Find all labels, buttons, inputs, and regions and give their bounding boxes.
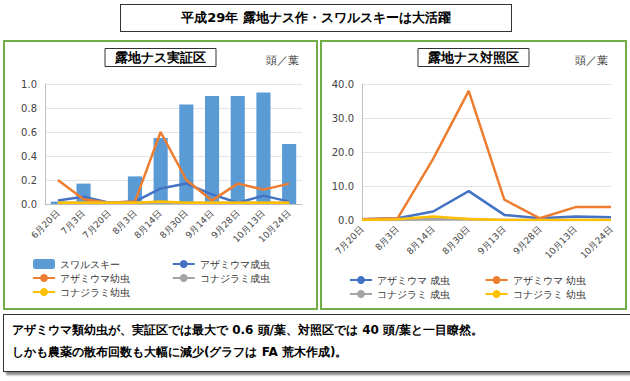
svg-text:露地ナス対照区: 露地ナス対照区 — [427, 50, 519, 65]
svg-text:20.0: 20.0 — [332, 147, 354, 158]
svg-text:7月20日: 7月20日 — [81, 208, 113, 240]
svg-text:0.4: 0.4 — [21, 151, 37, 162]
svg-text:8月30日: 8月30日 — [158, 208, 190, 241]
svg-text:8月30日: 8月30日 — [440, 224, 472, 256]
html-text:平成29年 露地ナス作・スワルスキーは大活躍: 平成29年 露地ナス作・スワルスキーは大活躍 — [181, 10, 451, 25]
svg-text:アザミウマ 成虫: アザミウマ 成虫 — [377, 275, 450, 286]
svg-text:0.2: 0.2 — [21, 175, 37, 186]
svg-text:頭／葉: 頭／葉 — [575, 54, 608, 67]
svg-text:0.6: 0.6 — [21, 127, 37, 138]
svg-text:1.0: 1.0 — [21, 79, 37, 90]
svg-text:8月3日: 8月3日 — [373, 224, 401, 252]
svg-text:7月3日: 7月3日 — [59, 208, 88, 237]
svg-text:30.0: 30.0 — [332, 113, 354, 124]
svg-text:コナジラミ成虫: コナジラミ成虫 — [200, 273, 270, 284]
html-text:しかも農薬の散布回数も大幅に減少(グラフは FA 荒木作成): しかも農薬の散布回数も大幅に減少(グラフは FA 荒木作成)。 — [12, 345, 348, 359]
svg-text:0.0: 0.0 — [21, 199, 37, 210]
svg-text:0.8: 0.8 — [21, 103, 37, 114]
svg-text:コナジラミ 成虫: コナジラミ 成虫 — [377, 289, 450, 300]
svg-text:コナジラミ幼虫: コナジラミ幼虫 — [60, 287, 130, 298]
svg-text:アザミウマ 幼虫: アザミウマ 幼虫 — [513, 275, 586, 286]
svg-text:8月14日: 8月14日 — [405, 224, 437, 256]
svg-text:9月28日: 9月28日 — [209, 208, 242, 241]
svg-text:0.0: 0.0 — [338, 215, 354, 226]
svg-text:9月14日: 9月14日 — [183, 208, 216, 241]
svg-text:10月24日: 10月24日 — [579, 224, 615, 260]
svg-text:10月24日: 10月24日 — [257, 208, 293, 244]
svg-text:7月20日: 7月20日 — [334, 224, 366, 256]
svg-text:40.0: 40.0 — [332, 79, 354, 90]
svg-text:露地ナス実証区: 露地ナス実証区 — [114, 50, 206, 65]
svg-text:9月13日: 9月13日 — [476, 224, 508, 256]
svg-text:コナジラミ 幼虫: コナジラミ 幼虫 — [513, 289, 586, 300]
svg-text:10月13日: 10月13日 — [231, 208, 267, 245]
svg-text:スワルスキー: スワルスキー — [60, 259, 120, 270]
svg-text:9月28日: 9月28日 — [511, 224, 543, 256]
svg-text:10.0: 10.0 — [332, 181, 354, 192]
svg-text:6月20日: 6月20日 — [29, 208, 61, 240]
svg-text:頭／葉: 頭／葉 — [266, 54, 299, 67]
svg-text:アザミウマ成虫: アザミウマ成虫 — [200, 259, 270, 270]
svg-text:10月13日: 10月13日 — [543, 224, 579, 260]
html-text:アザミウマ類幼虫が、実証区では最大で 0.6 頭/葉、対照区: アザミウマ類幼虫が、実証区では最大で 0.6 頭/葉、対照区では 40 頭/葉と… — [12, 323, 484, 337]
svg-text:アザミウマ幼虫: アザミウマ幼虫 — [60, 273, 130, 284]
svg-text:8月14日: 8月14日 — [132, 208, 165, 241]
svg-text:8月3日: 8月3日 — [110, 208, 139, 237]
